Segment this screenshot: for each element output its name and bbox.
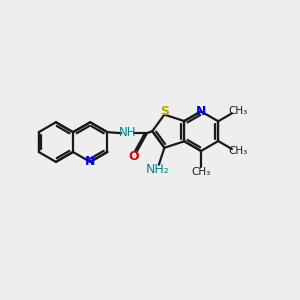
Text: CH₃: CH₃	[191, 167, 211, 177]
Text: NH: NH	[118, 126, 136, 139]
Text: N: N	[196, 105, 206, 118]
Text: N: N	[85, 155, 95, 168]
Text: CH₃: CH₃	[228, 106, 248, 116]
Text: O: O	[129, 150, 140, 164]
Text: CH₃: CH₃	[228, 146, 248, 157]
Text: NH₂: NH₂	[146, 163, 169, 176]
Text: S: S	[160, 105, 169, 118]
